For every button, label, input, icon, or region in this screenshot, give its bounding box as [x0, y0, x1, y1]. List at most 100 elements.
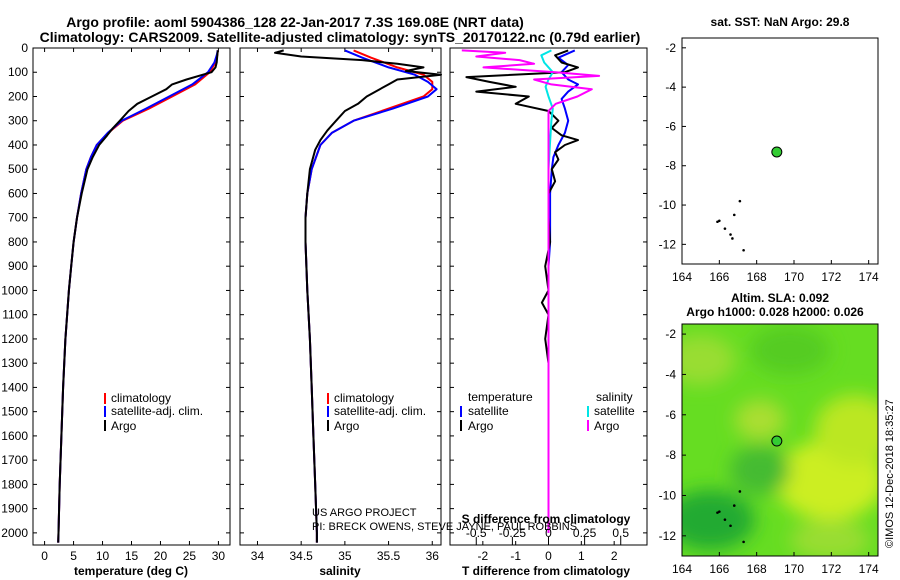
depth-tick-label: 1100 [2, 308, 28, 322]
legend-argo: Argo [111, 419, 137, 433]
sst-map-title: sat. SST: NaN Argo: 29.8 [711, 15, 850, 29]
temperature-x-tick-label: 5 [70, 549, 77, 563]
depth-tick-label: 500 [8, 162, 28, 176]
sst-map-y-tick-label: -8 [665, 159, 676, 173]
depth-tick-label: 1300 [1, 356, 28, 370]
depth-tick-label: 400 [8, 138, 28, 152]
temperature-x-tick-label: 30 [212, 549, 226, 563]
salinity-series-argo [274, 49, 442, 543]
sst-map-y-tick-label: -4 [665, 80, 676, 94]
salinity-plot: 34 34.5 35 35.5 36 [251, 48, 442, 563]
salinity-legend: climatology satellite-adj. clim. Argo [327, 391, 426, 433]
temperature-x-tick-label: 0 [41, 549, 48, 563]
imos-credit: ©IMOS 12-Dec-2018 18:35:27 [884, 399, 896, 548]
difference-s-tick-label: 0.25 [573, 526, 597, 540]
depth-tick-label: 2000 [1, 526, 28, 540]
altimetry-map-y-tick-label: -4 [665, 367, 676, 381]
legend-climatology: climatology [334, 391, 394, 405]
temperature-axis-label: temperature (deg C) [74, 564, 188, 578]
altimetry-map-previous-profile-marker [738, 490, 742, 493]
temperature-plot: 0 5 10 15 20 25 30 [41, 48, 225, 563]
altimetry-map-previous-profile-marker [742, 540, 745, 544]
legend-satellite: satellite-adj. clim. [111, 404, 203, 418]
difference-x-tick-label: 2 [611, 549, 618, 563]
difference-s-tick-label: -0.25 [499, 526, 527, 540]
temperature-legend: climatology satellite-adj. clim. Argo [104, 391, 203, 433]
difference-x-tick-label: -1 [510, 549, 521, 563]
altimetry-map-previous-profile-marker [723, 518, 727, 521]
depth-tick-label: 1000 [1, 283, 28, 297]
depth-tick-label: 1400 [1, 380, 28, 394]
legend-s-argo: Argo [594, 419, 620, 433]
legend-t-satellite: satellite [468, 404, 509, 418]
sst-map-y-tick-label: -10 [659, 198, 677, 212]
salinity-x-tick-label: 34.5 [289, 549, 313, 563]
difference-series-t-argo [465, 49, 579, 533]
difference-x-tick-label: 0 [545, 549, 552, 563]
credit-pi: PI: BRECK OWENS, STEVE JAYNE, PAUL ROBBI… [312, 521, 577, 533]
credit-project: US ARGO PROJECT [312, 507, 417, 519]
altimetry-map-y-tick-label: -6 [665, 408, 676, 422]
sst-map-previous-profile-marker [723, 227, 727, 230]
altimetry-map-previous-profile-marker [716, 511, 719, 514]
sst-map-y-tick-label: -2 [665, 41, 676, 55]
altimetry-map-x-tick-label: 164 [672, 562, 692, 576]
legend-s-satellite: satellite [594, 404, 635, 418]
t-difference-axis-label: T difference from climatology [462, 564, 630, 578]
depth-tick-label: 700 [8, 211, 28, 225]
sst-map: 164 166 168 170 172 174 -2 -4 -6 -8 -10 -12 [659, 41, 879, 284]
salinity-series-climatology [304, 49, 434, 543]
difference-x-tick-label: 1 [578, 549, 585, 563]
sst-map-y-tick-label: -6 [665, 119, 676, 133]
depth-tick-label: 100 [8, 65, 28, 79]
depth-tick-label: 0 [21, 41, 28, 55]
depth-tick-label: 900 [8, 259, 28, 273]
difference-legend: temperature satellite Argo salinity sate… [460, 390, 635, 433]
difference-s-tick-label: 0.5 [612, 526, 629, 540]
altimetry-map-subtitle: Argo h1000: 0.028 h2000: 0.026 [686, 305, 864, 319]
depth-tick-label: 1900 [1, 502, 28, 516]
salinity-axis-label: salinity [319, 564, 361, 578]
figure-title-line1: Argo profile: aoml 5904386_128 22-Jan-20… [66, 14, 524, 30]
altimetry-map-y-tick-label: -12 [659, 529, 677, 543]
altimetry-map-y-tick-label: -8 [665, 448, 676, 462]
depth-tick-label: 1800 [1, 477, 28, 491]
sst-map-previous-profile-marker [731, 237, 734, 240]
depth-tick-label: 1700 [1, 453, 28, 467]
sst-map-x-tick-label: 166 [709, 270, 729, 284]
altimetry-map-y-tick-label: -10 [659, 488, 677, 502]
altimetry-map-previous-profile-marker [729, 524, 732, 528]
sst-map-previous-profile-marker [732, 213, 736, 217]
sst-map-x-tick-label: 172 [821, 270, 841, 284]
altimetry-map-title: Altim. SLA: 0.092 [731, 291, 829, 305]
altimetry-map-x-tick-label: 170 [784, 562, 804, 576]
salinity-panel-frame [239, 47, 442, 546]
temperature-series-argo [57, 50, 219, 543]
depth-tick-label: 1200 [1, 332, 28, 346]
depth-tick-label: 300 [8, 114, 28, 128]
sst-map-x-tick-label: 174 [859, 270, 879, 284]
temperature-series-satellite-adj-clim- [57, 50, 219, 543]
depth-tick-label: 600 [8, 186, 28, 200]
legend-satellite: satellite-adj. clim. [334, 404, 426, 418]
difference-x-tick-label: -2 [477, 549, 488, 563]
temperature-x-tick-label: 15 [125, 549, 139, 563]
s-difference-axis-label: S difference from climatology [462, 512, 631, 526]
altimetry-map-frame [681, 323, 879, 557]
temperature-x-tick-label: 25 [183, 549, 197, 563]
sst-map-x-tick-label: 168 [747, 270, 767, 284]
legend-climatology: climatology [111, 391, 171, 405]
salinity-series-satellite-adj-clim- [304, 49, 438, 543]
legend-argo: Argo [334, 419, 360, 433]
temperature-series-climatology [57, 50, 219, 543]
sst-map-previous-profile-marker [742, 248, 745, 252]
altimetry-map-argo-float-marker [771, 435, 783, 447]
sst-map-previous-profile-marker [729, 233, 732, 236]
altimetry-map-y-tick-label: -2 [665, 327, 676, 341]
depth-tick-label: 200 [8, 89, 28, 103]
temperature-x-tick-label: 20 [154, 549, 168, 563]
sst-map-y-tick-label: -12 [659, 237, 677, 251]
altimetry-map: 164 166 168 170 172 174 -2 -4 -6 -8 -10 -12 [659, 327, 879, 576]
figure-title-line2: Climatology: CARS2009. Satellite-adjuste… [40, 29, 641, 45]
depth-tick-label: 800 [8, 235, 28, 249]
